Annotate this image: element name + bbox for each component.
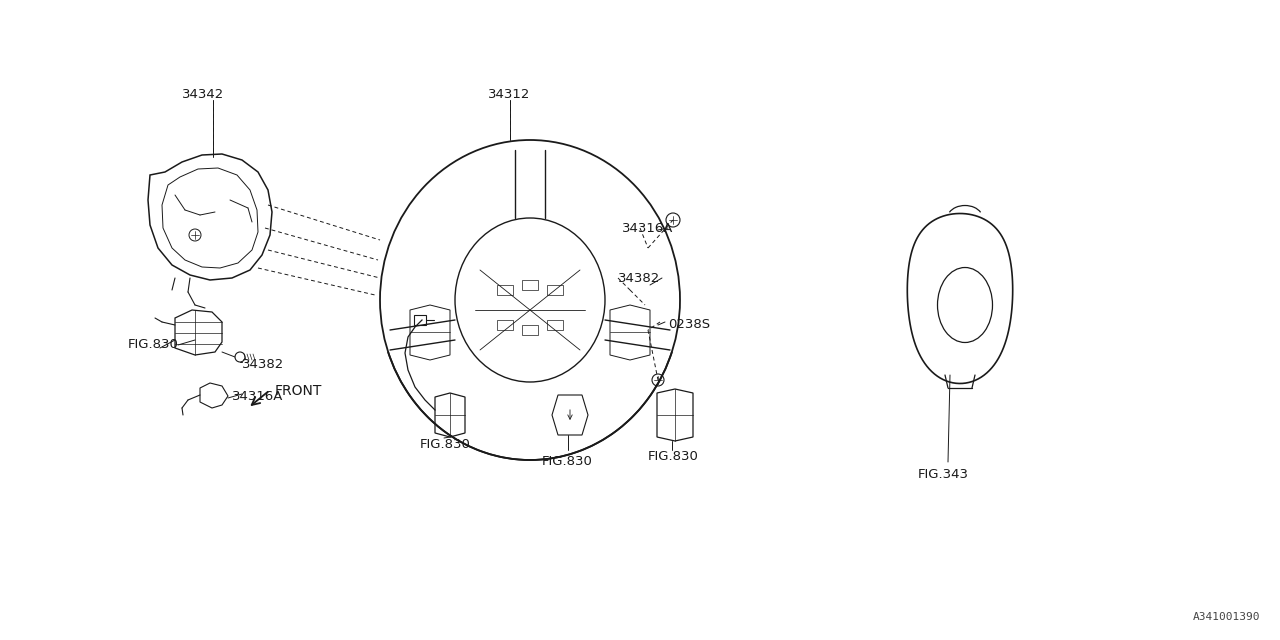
Bar bbox=[497, 320, 513, 330]
Text: 34316A: 34316A bbox=[622, 222, 673, 235]
Text: FIG.830: FIG.830 bbox=[128, 338, 179, 351]
Text: 34382: 34382 bbox=[242, 358, 284, 371]
Text: 34342: 34342 bbox=[182, 88, 224, 101]
Text: FRONT: FRONT bbox=[275, 384, 323, 398]
Bar bbox=[522, 325, 538, 335]
Text: 34382: 34382 bbox=[618, 272, 660, 285]
Text: 34312: 34312 bbox=[488, 88, 530, 101]
Text: FIG.830: FIG.830 bbox=[541, 455, 593, 468]
Text: FIG.343: FIG.343 bbox=[918, 468, 969, 481]
Text: 0238S: 0238S bbox=[668, 318, 710, 331]
Text: FIG.830: FIG.830 bbox=[420, 438, 471, 451]
Bar bbox=[547, 285, 563, 295]
Text: 34316A: 34316A bbox=[232, 390, 283, 403]
Bar bbox=[522, 280, 538, 290]
Bar bbox=[497, 285, 513, 295]
Text: A341001390: A341001390 bbox=[1193, 612, 1260, 622]
Text: FIG.830: FIG.830 bbox=[648, 450, 699, 463]
Bar bbox=[547, 320, 563, 330]
